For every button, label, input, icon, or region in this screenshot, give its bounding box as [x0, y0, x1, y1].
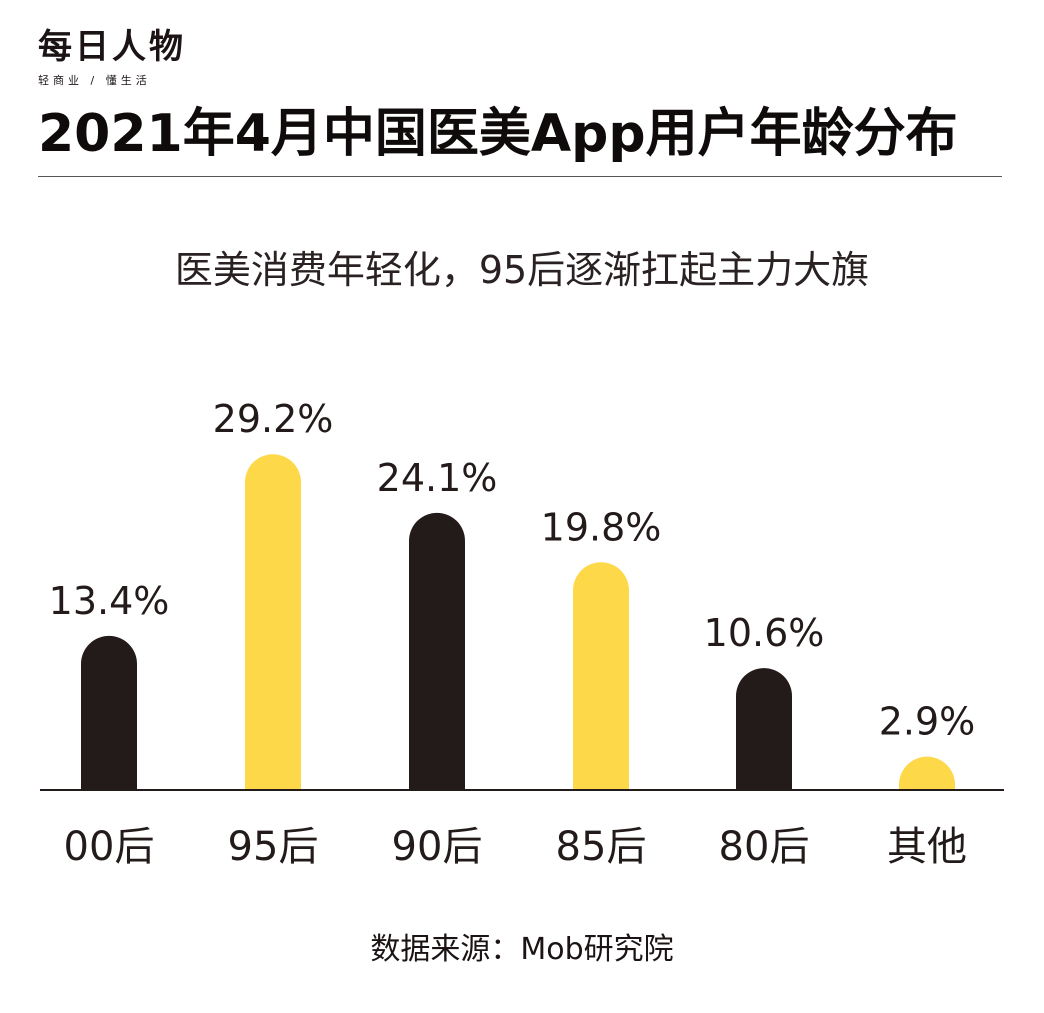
value-label-4: 10.6%: [704, 611, 825, 655]
data-source: 数据来源：Mob研究院: [370, 932, 674, 967]
bar-5: [899, 756, 955, 790]
brand-logo: 每日人物 轻商业 / 懂生活: [38, 30, 186, 88]
value-label-0: 13.4%: [49, 579, 170, 623]
brand-name: 每日人物: [38, 27, 186, 67]
category-label-1: 95后: [228, 824, 319, 870]
value-label-1: 29.2%: [213, 397, 334, 441]
value-label-2: 24.1%: [377, 456, 498, 500]
bar-4: [736, 668, 792, 790]
value-label-3: 19.8%: [541, 505, 662, 549]
category-label-5: 其他: [887, 824, 967, 870]
brand-tagline: 轻商业 / 懂生活: [38, 74, 151, 87]
category-label-2: 90后: [392, 824, 483, 870]
chart-subtitle: 医美消费年轻化，95后逐渐扛起主力大旗: [174, 248, 870, 292]
chart-title: 2021年4月中国医美App用户年龄分布: [38, 104, 958, 164]
category-label-3: 85后: [556, 824, 647, 870]
bar-1: [245, 454, 301, 790]
category-label-4: 80后: [719, 824, 810, 870]
value-label-5: 2.9%: [879, 700, 976, 744]
bar-2: [409, 512, 465, 790]
bar-chart: 13.4% 00后 29.2% 95后 24.1% 90后 19.8% 85后 10.6% 80后…: [40, 397, 1004, 870]
title-divider: [38, 176, 1002, 177]
category-label-0: 00后: [64, 824, 155, 870]
bar-0: [81, 635, 137, 790]
bar-3: [573, 562, 629, 790]
